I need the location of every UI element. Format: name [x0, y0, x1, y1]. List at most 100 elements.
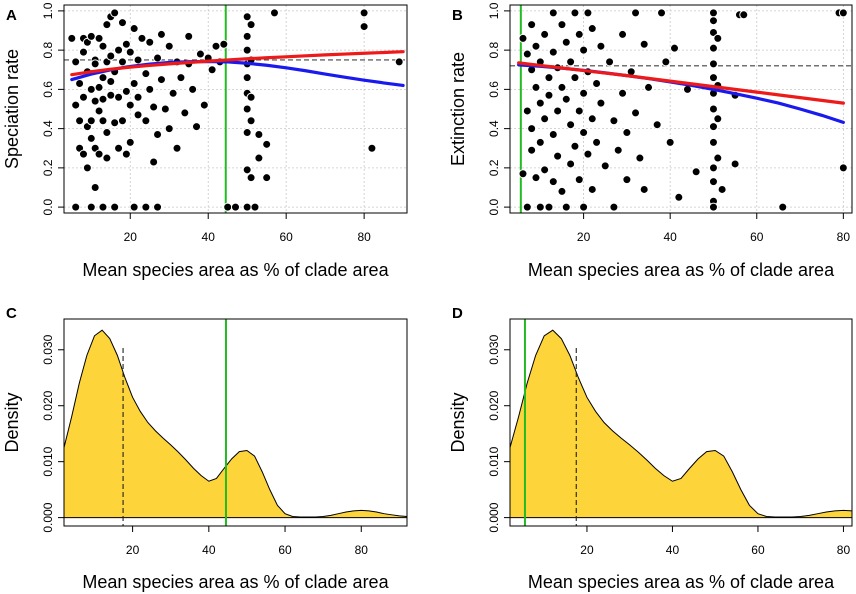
panel-b-point — [622, 175, 632, 185]
panel-b-point — [713, 153, 723, 163]
panel-b: B 20 40 60 80 0.0 0.2 0.4 0.6 0.8 1.0 Mean speci… — [448, 2, 853, 280]
panel-d-y-axis-title: Density — [448, 392, 468, 452]
panel-b-point — [609, 202, 619, 212]
panel-a-point — [129, 78, 139, 88]
panel-a-point — [231, 202, 240, 212]
panel-b-point — [708, 122, 718, 132]
panel-b-point — [548, 177, 558, 187]
panel-a-point — [86, 84, 96, 94]
panel-a-point — [86, 116, 96, 126]
panel-a-point — [211, 41, 221, 51]
panel-b-point — [708, 27, 718, 37]
panel-b-y-tick-label: 0.0 — [487, 198, 501, 215]
panel-a-frame — [63, 4, 408, 214]
panel-b-point — [596, 98, 606, 108]
panel-b-point — [708, 16, 718, 26]
panel-b-point — [618, 88, 628, 98]
panel-c-y-tick-label: 0.030 — [41, 334, 55, 364]
panel-a-point — [106, 77, 116, 87]
panel-a-point — [71, 100, 81, 110]
panel-c-x-axis: 20 40 60 80 — [126, 526, 368, 557]
panel-b-point — [592, 137, 602, 147]
panel-a-letter: A — [6, 7, 17, 24]
panel-b-point — [535, 137, 545, 147]
panel-a-point — [153, 202, 163, 212]
panel-a-point — [75, 78, 85, 88]
panel-b-point — [644, 82, 654, 92]
panel-a-x-tick-label: 20 — [124, 230, 138, 244]
panel-b-y-tick-label: 0.8 — [487, 41, 501, 58]
panel-a-point — [188, 84, 198, 94]
panel-b-y-tick-label: 0.6 — [487, 81, 501, 98]
panel-b-point — [618, 29, 628, 39]
panel-a-point — [110, 202, 120, 212]
panel-b-point — [605, 57, 615, 67]
panel-a-point — [145, 84, 155, 94]
panel-a-point — [94, 149, 104, 159]
panel-b-point — [574, 106, 584, 116]
panel-c-density-curve — [63, 329, 408, 518]
panel-b-point — [739, 10, 749, 20]
panel-a-point — [78, 92, 88, 102]
panel-a-point — [254, 153, 264, 163]
panel-b-point — [609, 116, 619, 126]
panel-a-point — [156, 75, 166, 85]
panel-c: C 20 40 60 80 0.000 0.010 0.020 0.030 Mean spe… — [2, 305, 408, 592]
panel-b-point — [518, 33, 528, 43]
panel-c-x-axis-title: Mean species area as % of clade area — [82, 572, 389, 592]
panel-a-point — [141, 116, 151, 126]
panel-a-point — [153, 130, 163, 140]
panel-a-point — [254, 130, 264, 140]
panel-b-point — [778, 202, 788, 212]
panel-b-point — [708, 73, 718, 83]
panel-a-point — [86, 31, 96, 41]
panel-b-point — [670, 43, 680, 53]
panel-a-point — [98, 73, 108, 83]
panel-a-fit-curves — [70, 50, 405, 88]
panel-c-y-tick-label: 0.000 — [41, 502, 55, 532]
panel-a-point — [145, 37, 155, 47]
panel-a-point — [133, 92, 143, 102]
panel-a-point — [106, 51, 116, 61]
panel-a-y-tick-label: 0.2 — [41, 159, 55, 176]
panel-a-y-tick-label: 0.4 — [41, 120, 55, 137]
panel-c-y-axis: 0.000 0.010 0.020 0.030 — [41, 334, 64, 533]
panel-b-point — [566, 120, 576, 130]
panel-a-point — [359, 22, 369, 32]
panel-b-point — [708, 137, 718, 147]
panel-b-point — [622, 128, 632, 138]
panel-b-point — [579, 202, 589, 212]
panel-b-point — [553, 106, 563, 116]
panel-a-point — [246, 20, 256, 30]
panel-b-point — [574, 29, 584, 39]
panel-a-point — [129, 202, 139, 212]
panel-a-point — [359, 8, 369, 18]
panel-b-point — [522, 49, 532, 59]
panel-b-point — [708, 8, 718, 18]
panel-a-point — [246, 173, 256, 183]
panel-b-frame — [509, 4, 853, 214]
panel-b-red-fit-line — [517, 61, 845, 105]
panel-b-point — [548, 47, 558, 57]
panel-b-fit-curves — [517, 61, 845, 124]
panel-a-point — [90, 182, 100, 192]
panel-b-point — [518, 169, 528, 179]
panel-a-point — [98, 202, 108, 212]
panel-a-point — [137, 33, 147, 43]
panel-b-blue-fit-line — [517, 63, 845, 124]
panel-b-point — [527, 20, 537, 30]
panel-a-x-tick-label: 40 — [202, 230, 216, 244]
panel-d: D 20 40 60 80 0.000 0.010 0.020 0.030 Mean spe… — [448, 305, 853, 592]
panel-a-point — [117, 18, 127, 28]
panel-a-point — [176, 73, 186, 83]
panel-a-point — [141, 69, 151, 79]
panel-b-point — [587, 114, 597, 124]
panel-b-point — [652, 120, 662, 130]
panel-a-point — [133, 55, 143, 65]
panel-c-frame — [63, 318, 408, 527]
panel-b-point — [548, 130, 558, 140]
panel-a-y-tick-label: 0.8 — [41, 41, 55, 58]
panel-a-point — [262, 173, 272, 183]
panel-a-x-axis: 20 40 60 80 — [124, 213, 371, 244]
panel-a-point — [250, 202, 260, 212]
